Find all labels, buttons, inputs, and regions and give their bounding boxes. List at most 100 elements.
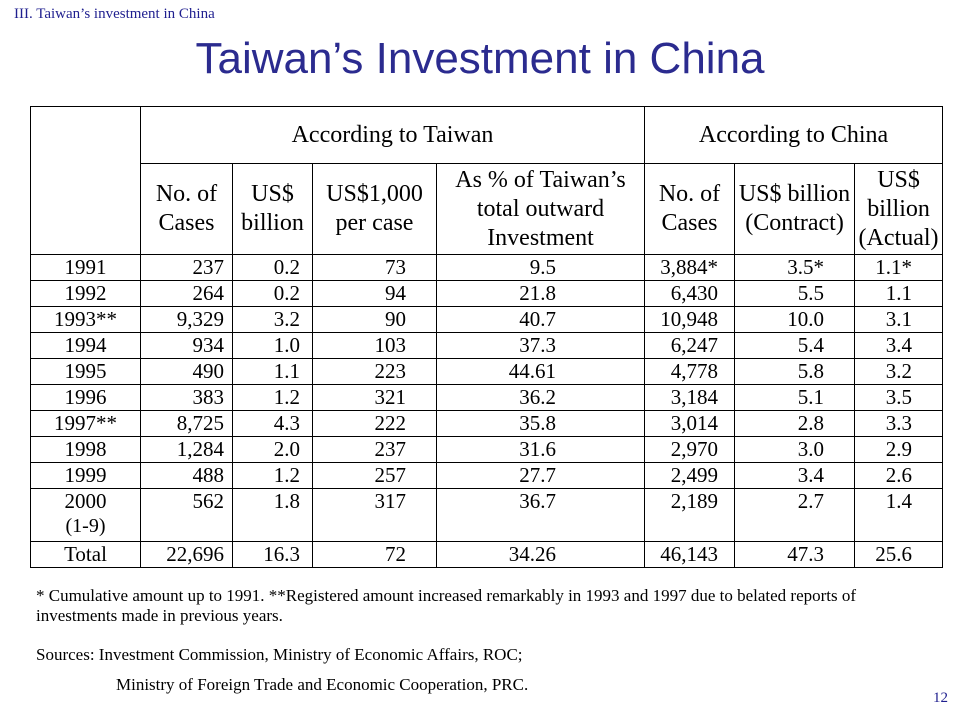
data-cell: 0.2 <box>232 254 313 281</box>
sources-line-2: Ministry of Foreign Trade and Economic C… <box>116 675 529 694</box>
data-cell: 1.1 <box>232 358 313 385</box>
data-cell: 10,948 <box>644 306 736 333</box>
column-header-row: No. of Cases US$ billion US$1,000 per ca… <box>31 163 944 255</box>
year-cell: 1996 <box>30 384 141 411</box>
table-row: 1994 934 1.0 103 37.3 6,247 5.4 3.4 <box>30 332 944 359</box>
data-cell: 5.8 <box>734 358 856 385</box>
data-cell: 1.2 <box>232 384 313 411</box>
year-cell: 1991 <box>30 254 141 281</box>
data-cell: 1.4 <box>854 488 944 542</box>
data-cell: 3.4 <box>734 462 856 489</box>
year-period-label: (1-9) <box>65 515 106 537</box>
year-label: 1992 <box>64 281 107 306</box>
data-cell: 2,970 <box>644 436 736 463</box>
year-label: Total <box>64 542 107 567</box>
data-cell: 1.1* <box>854 254 944 281</box>
data-cell: 1.2 <box>232 462 313 489</box>
investment-table: According to Taiwan According to China N… <box>30 106 944 568</box>
year-label: 1996 <box>64 385 107 410</box>
data-cell: 2.0 <box>232 436 313 463</box>
data-cell: 16.3 <box>232 541 313 568</box>
data-cell: 257 <box>312 462 437 489</box>
data-cell: 3.2 <box>854 358 944 385</box>
footnote-text: * Cumulative amount up to 1991. **Regist… <box>36 586 857 625</box>
data-cell: 2.7 <box>734 488 856 542</box>
data-cell: 1.1 <box>854 280 944 307</box>
data-cell: 934 <box>140 332 233 359</box>
year-label: 2000 <box>64 489 107 514</box>
table-row: 1992 264 0.2 94 21.8 6,430 5.5 1.1 <box>30 280 944 307</box>
data-cell: 35.8 <box>435 410 646 437</box>
data-cell: 3.5 <box>854 384 944 411</box>
data-cell: 5.4 <box>734 332 856 359</box>
column-header: As % of Taiwan’s total outward Investmen… <box>435 163 646 255</box>
data-cell: 9.5 <box>435 254 646 281</box>
data-cell: 5.5 <box>734 280 856 307</box>
year-cell: 1993** <box>30 306 141 333</box>
data-cell: 1,284 <box>140 436 233 463</box>
data-cell: 317 <box>312 488 437 542</box>
footnotes: * Cumulative amount up to 1991. **Regist… <box>36 586 926 626</box>
data-cell: 90 <box>312 306 437 333</box>
data-cell: 3.4 <box>854 332 944 359</box>
data-cell: 490 <box>140 358 233 385</box>
data-cell: 46,143 <box>644 541 736 568</box>
data-cell: 3,184 <box>644 384 736 411</box>
data-cell: 562 <box>140 488 233 542</box>
data-cell: 3,014 <box>644 410 736 437</box>
table-row: 1995 490 1.1 223 44.61 4,778 5.8 3.2 <box>30 358 944 385</box>
year-cell: 1994 <box>30 332 141 359</box>
data-cell: 4,778 <box>644 358 736 385</box>
data-cell: 3,884* <box>644 254 736 281</box>
data-cell: 2,499 <box>644 462 736 489</box>
column-header: US$ billion <box>232 163 313 255</box>
data-cell: 21.8 <box>435 280 646 307</box>
data-cell: 2.8 <box>734 410 856 437</box>
year-cell: 1995 <box>30 358 141 385</box>
year-cell: 2000 (1-9) <box>30 488 141 542</box>
data-cell: 3.5* <box>734 254 856 281</box>
data-cell: 321 <box>312 384 437 411</box>
data-cell: 4.3 <box>232 410 313 437</box>
data-cell: 36.7 <box>435 488 646 542</box>
data-cell: 3.1 <box>854 306 944 333</box>
data-cell: 6,430 <box>644 280 736 307</box>
data-cell: 237 <box>312 436 437 463</box>
year-cell: 1998 <box>30 436 141 463</box>
data-cell: 237 <box>140 254 233 281</box>
year-label: 1999 <box>64 463 107 488</box>
data-cell: 34.26 <box>435 541 646 568</box>
year-label: 1998 <box>64 437 107 462</box>
slide-title: Taiwan’s Investment in China <box>195 34 765 83</box>
data-cell: 27.7 <box>435 462 646 489</box>
year-label: 1997** <box>54 411 117 436</box>
data-cell: 73 <box>312 254 437 281</box>
year-cell: 1992 <box>30 280 141 307</box>
year-label: 1993** <box>54 307 117 332</box>
sources: Sources: Investment Commission, Ministry… <box>36 640 926 700</box>
table-row: 1998 1,284 2.0 237 31.6 2,970 3.0 2.9 <box>30 436 944 463</box>
column-header: No. of Cases <box>644 163 736 255</box>
data-cell: 94 <box>312 280 437 307</box>
group-header-china: According to China <box>644 106 944 164</box>
data-cell: 36.2 <box>435 384 646 411</box>
data-cell: 5.1 <box>734 384 856 411</box>
data-cell: 488 <box>140 462 233 489</box>
data-cell: 6,247 <box>644 332 736 359</box>
data-cell: 222 <box>312 410 437 437</box>
table-row: Total 22,696 16.3 72 34.26 46,143 47.3 25.6 <box>30 541 944 568</box>
year-label: 1994 <box>64 333 107 358</box>
data-cell: 0.2 <box>232 280 313 307</box>
data-cell: 22,696 <box>140 541 233 568</box>
data-cell: 2.9 <box>854 436 944 463</box>
data-cell: 40.7 <box>435 306 646 333</box>
sources-line-1: Sources: Investment Commission, Ministry… <box>36 645 523 664</box>
year-label: 1995 <box>64 359 107 384</box>
table-row: 1999 488 1.2 257 27.7 2,499 3.4 2.6 <box>30 462 944 489</box>
data-cell: 3.3 <box>854 410 944 437</box>
data-cell: 2.6 <box>854 462 944 489</box>
table-body: 1991 237 0.2 73 9.5 3,884* 3.5* 1.1* 1992 264 0.2 9… <box>30 254 944 568</box>
data-cell: 1.8 <box>232 488 313 542</box>
data-cell: 103 <box>312 332 437 359</box>
year-cell: 1997** <box>30 410 141 437</box>
